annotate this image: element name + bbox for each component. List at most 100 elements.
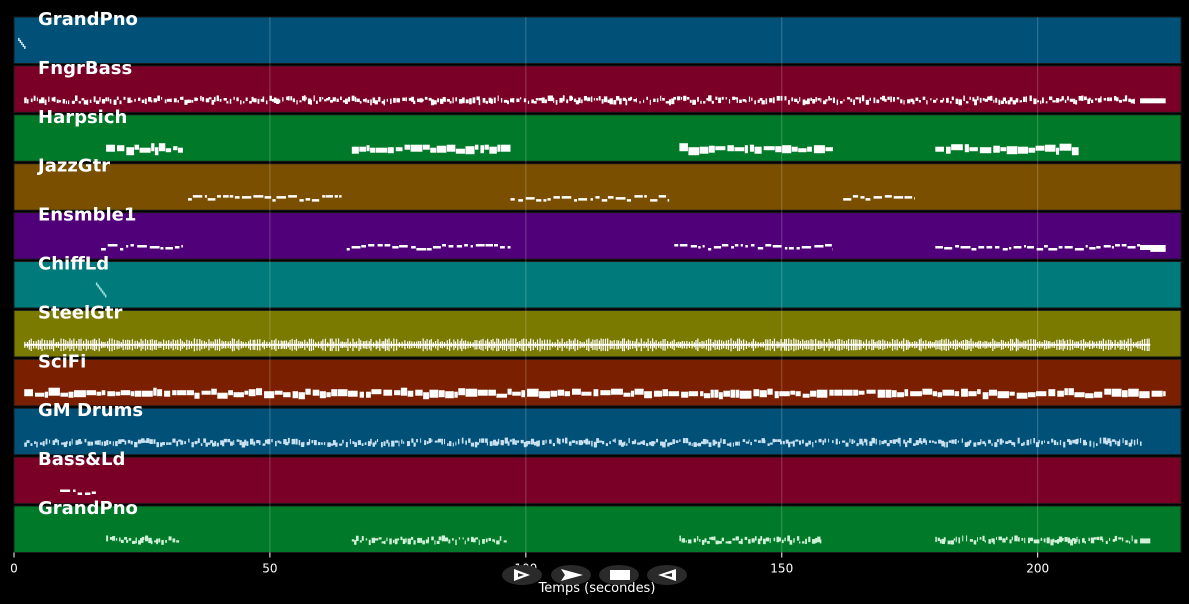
play-button[interactable] xyxy=(502,565,542,585)
note xyxy=(628,97,632,101)
note xyxy=(1085,245,1088,248)
note xyxy=(121,439,125,443)
note xyxy=(1083,96,1087,101)
note xyxy=(103,441,107,447)
note xyxy=(100,288,102,292)
note xyxy=(1134,539,1138,544)
note xyxy=(138,97,141,101)
note xyxy=(587,97,591,102)
note xyxy=(1131,535,1133,542)
note xyxy=(262,96,265,103)
note xyxy=(909,437,912,444)
note xyxy=(63,442,67,448)
note xyxy=(119,100,122,105)
note xyxy=(765,537,770,542)
note xyxy=(500,144,511,152)
note xyxy=(156,538,159,545)
note xyxy=(208,97,212,100)
note xyxy=(949,101,952,104)
note xyxy=(158,538,161,543)
note xyxy=(359,101,362,104)
note xyxy=(558,438,561,445)
note xyxy=(769,537,771,543)
note xyxy=(977,389,981,395)
note xyxy=(994,442,998,448)
note xyxy=(168,536,172,541)
note xyxy=(711,100,714,104)
note xyxy=(469,98,472,105)
note xyxy=(585,438,589,445)
note xyxy=(813,145,825,154)
track-lane xyxy=(13,407,1182,456)
note xyxy=(1069,98,1074,102)
note xyxy=(392,539,395,544)
note xyxy=(704,538,707,543)
note xyxy=(1056,97,1060,103)
tracks-layer xyxy=(13,16,1182,553)
note xyxy=(626,199,631,202)
note xyxy=(287,437,290,444)
note xyxy=(656,98,659,103)
note xyxy=(1130,439,1133,444)
note xyxy=(279,441,282,444)
note xyxy=(436,145,447,153)
note xyxy=(1008,440,1012,444)
forward-button[interactable] xyxy=(551,565,591,585)
note xyxy=(1068,388,1074,396)
note xyxy=(757,440,761,443)
note xyxy=(679,244,688,247)
note xyxy=(817,98,821,101)
stop-button[interactable] xyxy=(599,565,639,585)
note xyxy=(662,441,666,448)
note xyxy=(52,440,56,445)
note xyxy=(303,95,306,102)
note xyxy=(557,389,565,396)
note xyxy=(1051,438,1054,443)
track-label: ChiffLd xyxy=(38,254,109,275)
note xyxy=(1059,440,1062,446)
note xyxy=(525,197,535,200)
note xyxy=(359,391,364,398)
note xyxy=(157,389,163,397)
note xyxy=(869,97,871,101)
note xyxy=(1002,440,1004,443)
note xyxy=(1026,439,1030,446)
note xyxy=(150,100,153,103)
note xyxy=(843,198,852,201)
forward-icon xyxy=(561,569,583,581)
note xyxy=(1118,99,1122,103)
note xyxy=(987,96,991,101)
note xyxy=(853,440,856,443)
note xyxy=(205,98,210,103)
note xyxy=(721,244,729,247)
note xyxy=(709,537,713,540)
note xyxy=(299,100,302,103)
note xyxy=(967,441,971,446)
note xyxy=(1033,437,1036,444)
note xyxy=(1085,393,1094,399)
note xyxy=(48,96,50,102)
note xyxy=(73,390,86,398)
note xyxy=(405,97,407,102)
note xyxy=(1029,95,1032,102)
note xyxy=(84,492,91,496)
note xyxy=(555,99,558,105)
note xyxy=(650,199,658,202)
note xyxy=(732,442,734,447)
note xyxy=(42,441,45,447)
note xyxy=(141,99,145,103)
note xyxy=(351,539,355,542)
note xyxy=(1052,100,1056,103)
note xyxy=(792,440,795,447)
note xyxy=(944,441,946,448)
note xyxy=(429,389,439,398)
note xyxy=(711,536,714,541)
track-label: Harpsich xyxy=(38,107,127,128)
note xyxy=(892,390,897,398)
note xyxy=(141,390,153,397)
note-segment xyxy=(1140,98,1166,104)
note xyxy=(583,440,587,444)
note xyxy=(405,538,407,543)
note xyxy=(993,145,1000,153)
rewind-button[interactable] xyxy=(647,565,687,585)
